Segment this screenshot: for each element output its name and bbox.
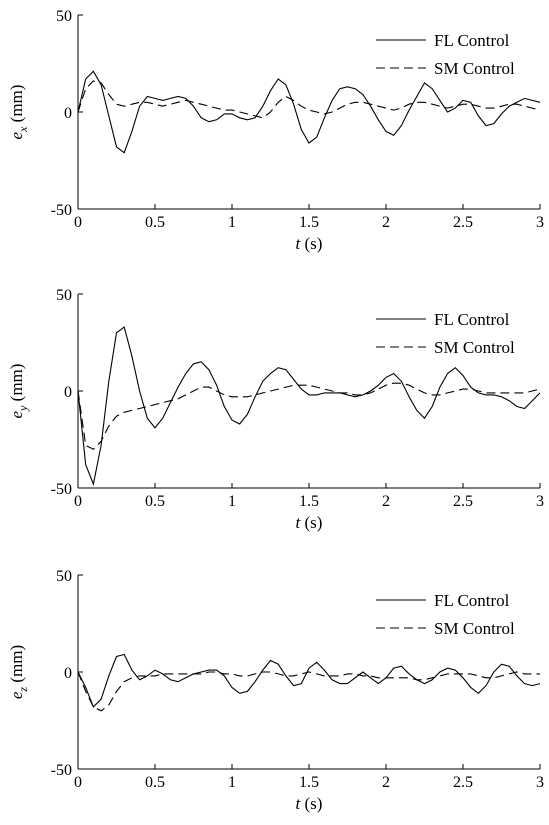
x-axis-label-var: t [296,513,302,532]
legend-label-fl: FL Control [434,31,510,50]
x-tick-label: 0 [74,214,82,231]
x-tick-label: 1 [228,493,236,510]
x-axis-label: t (s) [296,794,323,813]
x-tick-label: 1.5 [299,493,319,510]
x-axis-label-unit: (s) [300,513,322,532]
y-axis-label-unit: (mm) [7,645,26,687]
y-axis-label-sub: y [16,405,30,412]
x-axis-label-var: t [296,234,302,253]
x-tick-label: 0.5 [145,214,165,231]
series-line-sm [77,671,540,712]
x-tick-label: 1 [228,214,236,231]
x-tick-label: 2.5 [453,214,473,231]
x-tick-label: 0.5 [145,493,165,510]
y-tick-label: -50 [51,481,72,498]
y-tick-label: 50 [56,568,72,585]
x-tick-label: 2 [382,774,390,791]
x-tick-label: 3 [536,493,544,510]
x-tick-label: 0 [74,493,82,510]
x-tick-label: 3 [536,214,544,231]
y-axis-label-sub: z [16,687,30,693]
x-tick-label: 2 [382,493,390,510]
y-axis-label-var: e [7,410,26,418]
y-axis-label: ex (mm) [7,85,30,140]
x-tick-label: 1.5 [299,774,319,791]
x-tick-label: 2 [382,214,390,231]
series-line-sm [77,80,541,119]
x-axis-label-unit: (s) [300,794,322,813]
x-axis-label-unit: (s) [300,234,322,253]
x-tick-label: 2.5 [453,493,473,510]
x-tick-label: 1 [228,774,236,791]
y-axis-label-unit: (mm) [7,85,26,127]
x-tick-label: 1.5 [299,214,319,231]
y-axis-label-sub: x [16,126,30,133]
series-line-fl [77,653,541,708]
x-tick-label: 0 [74,774,82,791]
y-tick-label: 0 [64,384,72,401]
y-tick-label: 0 [64,665,72,682]
legend-label-fl: FL Control [434,591,510,610]
y-axis-label: ey (mm) [7,364,30,419]
legend-label-sm: SM Control [434,59,515,78]
x-tick-label: 0.5 [145,774,165,791]
y-axis-label-var: e [7,691,26,699]
x-tick-label: 3 [536,774,544,791]
y-tick-label: -50 [51,202,72,219]
legend-label-sm: SM Control [434,619,515,638]
y-axis-label-var: e [7,131,26,139]
y-axis-label: ez (mm) [7,645,30,699]
y-tick-label: 0 [64,105,72,122]
x-tick-label: 2.5 [453,774,473,791]
y-tick-label: 50 [56,287,72,304]
series-line-fl [77,70,541,154]
x-axis-label: t (s) [296,513,323,532]
y-tick-label: 50 [56,8,72,25]
y-tick-label: -50 [51,762,72,779]
legend-label-fl: FL Control [434,310,510,329]
legend-label-sm: SM Control [434,338,515,357]
x-axis-label-var: t [296,794,302,813]
y-axis-label-unit: (mm) [7,364,26,406]
x-axis-label: t (s) [296,234,323,253]
series-line-sm [77,382,541,450]
series-line-fl [77,326,541,487]
